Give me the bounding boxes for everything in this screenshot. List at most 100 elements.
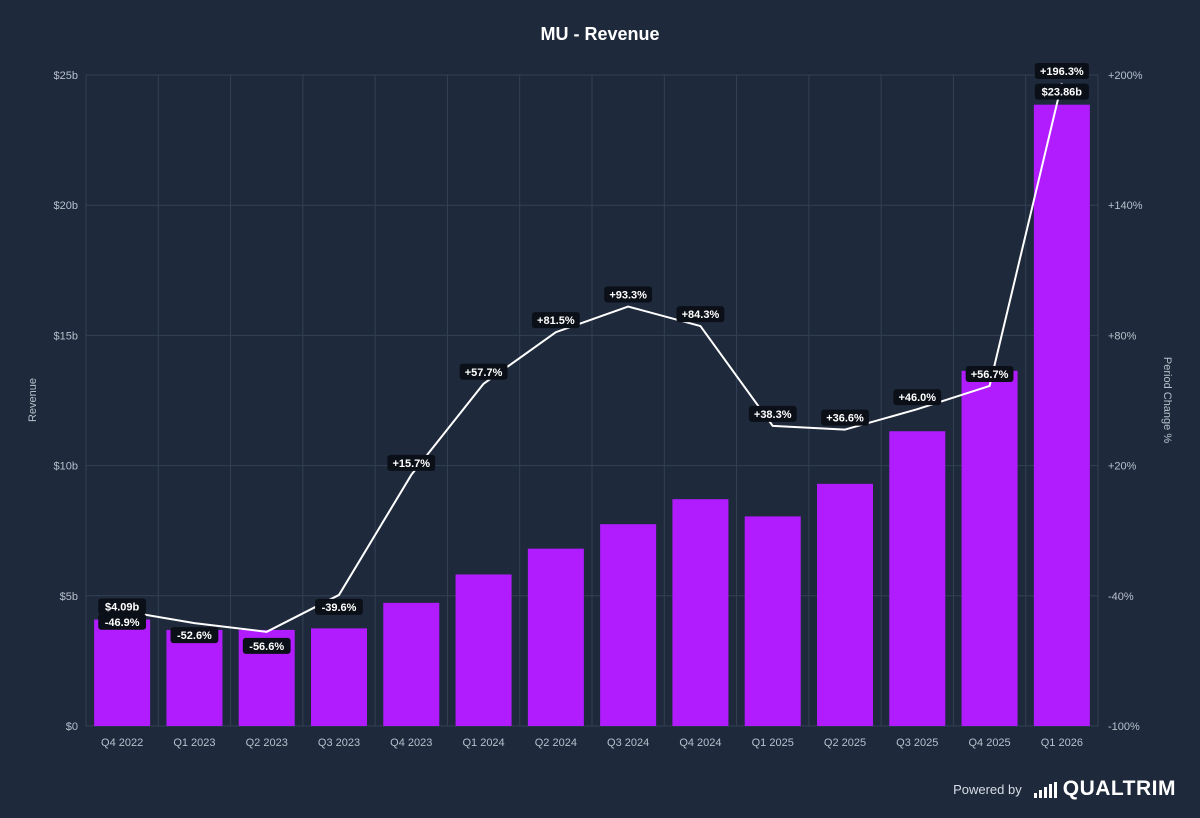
change-label: +196.3% <box>1034 63 1089 80</box>
y-tick-label: $0 <box>66 721 78 733</box>
change-label-text: -52.6% <box>177 630 212 642</box>
revenue-bar <box>311 628 367 726</box>
change-label-text: +36.6% <box>826 413 864 425</box>
change-label: +46.0% <box>893 389 942 406</box>
change-label-text: -46.9% <box>105 617 140 629</box>
revenue-label: $23.86b <box>1034 83 1089 100</box>
revenue-bar <box>166 629 223 726</box>
revenue-bar <box>455 574 512 726</box>
x-tick-label: Q3 2025 <box>896 737 938 749</box>
x-tick-label: Q3 2023 <box>318 737 360 749</box>
change-label-bg <box>604 286 653 303</box>
y2-tick-label: -40% <box>1108 591 1134 603</box>
revenue-bar <box>961 370 1018 726</box>
x-tick-label: Q1 2024 <box>462 737 504 749</box>
period-change-line <box>121 82 1063 633</box>
change-label: +38.3% <box>748 405 797 422</box>
y-tick-label: $25b <box>54 70 78 82</box>
signal-bars-icon <box>1033 782 1057 798</box>
change-label-bg <box>98 613 147 630</box>
change-label-bg <box>821 409 869 426</box>
revenue-label: $4.09b <box>98 598 147 615</box>
revenue-bars <box>94 104 1090 726</box>
change-label-bg <box>170 627 219 644</box>
change-label-text: -56.6% <box>249 641 284 653</box>
change-label-bg <box>965 365 1014 382</box>
x-tick-label: Q4 2025 <box>968 737 1010 749</box>
change-label-bg <box>459 363 508 380</box>
x-tick-label: Q4 2023 <box>390 737 432 749</box>
x-tick-label: Q2 2024 <box>535 737 577 749</box>
y2-tick-label: +200% <box>1108 70 1143 82</box>
brand-logo: QUALTRIM <box>1033 777 1176 800</box>
x-axis-ticks: Q4 2022 Q1 2023 Q2 2023 Q3 2023 Q4 2023 Q1 20… <box>101 737 1083 749</box>
change-label: -56.6% <box>242 637 291 654</box>
revenue-bar <box>383 602 440 726</box>
revenue-bar <box>94 619 151 726</box>
change-label-text: +93.3% <box>609 290 647 302</box>
y2-tick-label: +20% <box>1108 461 1137 473</box>
change-label: -39.6% <box>315 598 363 615</box>
revenue-bar <box>1033 104 1090 726</box>
change-label-text: -39.6% <box>322 602 357 614</box>
change-label-text: +38.3% <box>754 409 792 421</box>
revenue-label-bg <box>1034 83 1089 100</box>
y2-tick-label: +80% <box>1108 330 1137 342</box>
revenue-bar <box>527 548 584 726</box>
y-tick-label: $15b <box>54 330 78 342</box>
y-tick-label: $20b <box>54 200 78 212</box>
change-label-bg <box>531 312 580 329</box>
change-label: -52.6% <box>170 627 219 644</box>
change-label-text: +196.3% <box>1040 66 1084 78</box>
footer: Powered by QUALTRIM <box>953 777 1176 800</box>
chart-title: MU - Revenue <box>540 24 659 44</box>
x-tick-label: Q2 2023 <box>246 737 288 749</box>
y2-tick-label: +140% <box>1108 200 1143 212</box>
change-label-bg <box>676 306 725 323</box>
x-tick-label: Q1 2023 <box>173 737 215 749</box>
powered-by-text: Powered by <box>953 781 1022 797</box>
x-tick-label: Q1 2025 <box>752 737 794 749</box>
x-tick-label: Q2 2025 <box>824 737 866 749</box>
change-label-text: +56.7% <box>971 369 1009 381</box>
y2-axis-label: Period Change % <box>1161 357 1173 443</box>
change-label: +15.7% <box>387 454 436 471</box>
change-label-text: +57.7% <box>465 367 503 379</box>
revenue-bar <box>600 524 657 726</box>
change-label: -46.9% <box>98 613 147 630</box>
revenue-label-bg <box>98 598 147 615</box>
revenue-bar <box>744 516 801 726</box>
data-labels: -46.9% -52.6% -56.6% -39.6% +15.7% +57.7% +81.… <box>98 63 1089 654</box>
change-label: +84.3% <box>676 306 725 323</box>
change-label-bg <box>387 454 436 471</box>
grid <box>85 74 1099 727</box>
left-axis-ticks: $0 $5b $10b $15b $20b $25b <box>54 70 78 733</box>
change-label: +93.3% <box>604 286 653 303</box>
revenue-bar <box>817 483 873 726</box>
x-tick-label: Q4 2024 <box>679 737 721 749</box>
change-label-text: +46.0% <box>898 392 936 404</box>
change-label-bg <box>748 405 797 422</box>
y-tick-label: $5b <box>60 591 78 603</box>
y-tick-label: $10b <box>54 461 78 473</box>
brand-name: QUALTRIM <box>1062 777 1176 800</box>
revenue-bar <box>889 431 946 726</box>
y-axis-label: Revenue <box>27 378 39 422</box>
y2-tick-label: -100% <box>1108 721 1140 733</box>
change-label-bg <box>242 637 291 654</box>
change-label-text: +15.7% <box>392 458 430 470</box>
change-label: +56.7% <box>965 365 1014 382</box>
change-label-text: +84.3% <box>682 309 720 321</box>
right-axis-ticks: -100% -40% +20% +80% +140% +200% <box>1108 70 1143 733</box>
revenue-label-text: $23.86b <box>1042 87 1083 99</box>
period-change-polyline <box>121 82 1063 633</box>
x-tick-label: Q3 2024 <box>607 737 649 749</box>
change-label-text: +81.5% <box>537 315 575 327</box>
change-label-bg <box>315 598 363 615</box>
x-tick-label: Q4 2022 <box>101 737 143 749</box>
change-label: +81.5% <box>531 312 580 329</box>
change-label-bg <box>893 389 942 406</box>
x-tick-label: Q1 2026 <box>1041 737 1083 749</box>
change-label-bg <box>1034 63 1089 80</box>
